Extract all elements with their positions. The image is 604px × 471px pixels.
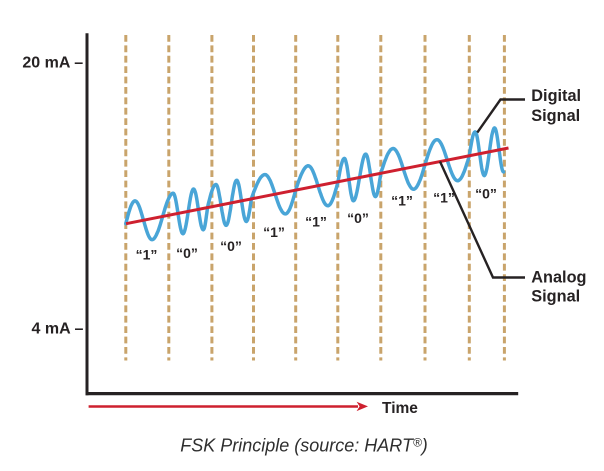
svg-text:Signal: Signal (531, 107, 580, 125)
svg-text:“1”: “1” (433, 190, 455, 206)
svg-text:Analog: Analog (531, 269, 586, 287)
svg-text:“1”: “1” (263, 224, 285, 240)
svg-text:Signal: Signal (531, 288, 580, 306)
svg-text:“0”: “0” (176, 245, 198, 261)
svg-text:“0”: “0” (220, 238, 242, 254)
svg-text:“1”: “1” (136, 247, 158, 263)
svg-text:4 mA –: 4 mA – (32, 321, 84, 338)
svg-text:Digital: Digital (531, 87, 581, 105)
svg-text:20 mA –: 20 mA – (22, 55, 83, 72)
svg-text:“1”: “1” (305, 214, 327, 230)
svg-text:“0”: “0” (347, 210, 369, 226)
svg-text:Time: Time (382, 400, 418, 417)
svg-text:FSK Principle (source: HART®): FSK Principle (source: HART®) (180, 436, 428, 456)
svg-text:“0”: “0” (475, 186, 497, 202)
svg-text:“1”: “1” (391, 193, 413, 209)
